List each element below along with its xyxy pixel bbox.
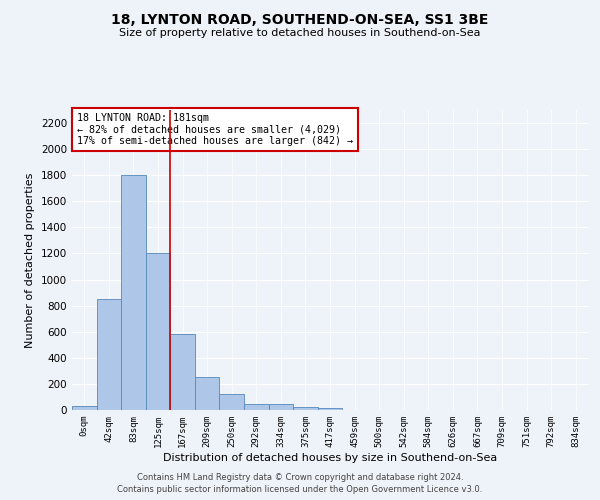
Bar — [72, 406, 97, 410]
Text: Size of property relative to detached houses in Southend-on-Sea: Size of property relative to detached ho… — [119, 28, 481, 38]
Bar — [318, 408, 342, 410]
Bar — [293, 406, 318, 410]
Bar — [244, 404, 269, 410]
Text: 18 LYNTON ROAD: 181sqm
← 82% of detached houses are smaller (4,029)
17% of semi-: 18 LYNTON ROAD: 181sqm ← 82% of detached… — [77, 113, 353, 146]
Bar — [220, 394, 244, 410]
Bar — [269, 404, 293, 410]
Y-axis label: Number of detached properties: Number of detached properties — [25, 172, 35, 348]
Text: Contains HM Land Registry data © Crown copyright and database right 2024.: Contains HM Land Registry data © Crown c… — [137, 472, 463, 482]
Bar — [195, 376, 220, 410]
X-axis label: Distribution of detached houses by size in Southend-on-Sea: Distribution of detached houses by size … — [163, 452, 497, 462]
Bar — [146, 254, 170, 410]
Text: Contains public sector information licensed under the Open Government Licence v3: Contains public sector information licen… — [118, 485, 482, 494]
Text: 18, LYNTON ROAD, SOUTHEND-ON-SEA, SS1 3BE: 18, LYNTON ROAD, SOUTHEND-ON-SEA, SS1 3B… — [112, 12, 488, 26]
Bar — [121, 175, 146, 410]
Bar — [97, 299, 121, 410]
Bar — [170, 334, 195, 410]
